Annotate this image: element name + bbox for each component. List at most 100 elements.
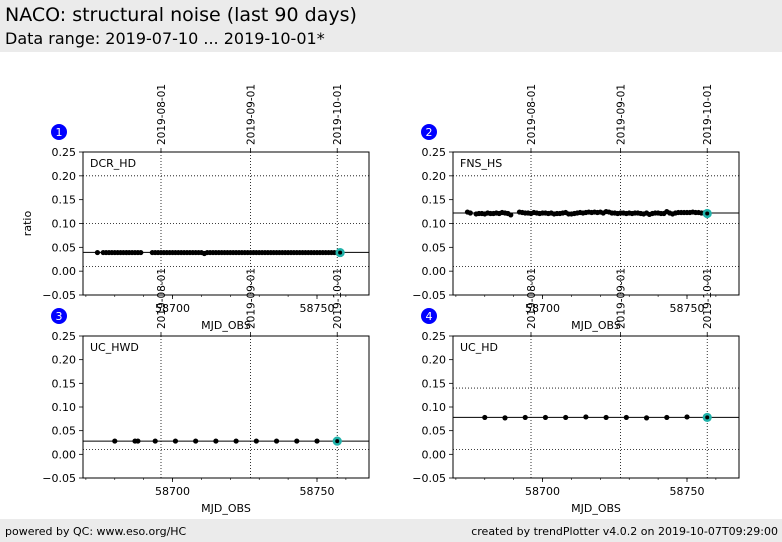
data-point xyxy=(684,414,690,420)
y-tick-label: 0.20 xyxy=(422,170,447,183)
panel-badge-number: 1 xyxy=(56,126,63,139)
data-point xyxy=(583,414,589,420)
data-point xyxy=(563,414,569,421)
data-point xyxy=(664,414,670,421)
y-tick-label: 0.10 xyxy=(52,401,77,414)
x-tick-label: 58700 xyxy=(525,485,560,498)
data-point xyxy=(193,438,199,444)
data-point xyxy=(603,414,609,421)
data-point xyxy=(253,438,259,444)
panel-badge xyxy=(421,308,437,324)
last-data-point-center xyxy=(335,439,340,444)
y-tick-label: 0.15 xyxy=(422,194,447,207)
data-point xyxy=(213,438,219,444)
y-tick-label: −0.05 xyxy=(42,289,76,302)
date-tick-label: 2019-09-01 xyxy=(616,84,628,145)
x-tick-label: 58700 xyxy=(155,302,190,315)
y-tick-label: 0.20 xyxy=(52,170,77,183)
panel-badge-number: 2 xyxy=(426,126,433,139)
x-tick-label: 58700 xyxy=(525,302,560,315)
y-tick-label: 0.00 xyxy=(52,448,77,461)
data-point xyxy=(542,414,549,421)
data-point xyxy=(294,438,300,444)
data-point xyxy=(138,249,144,256)
date-tick-label: 2019-08-01 xyxy=(526,84,538,145)
y-tick-label: 0.25 xyxy=(52,330,77,343)
last-data-point-center xyxy=(705,415,710,420)
last-data-point-center xyxy=(338,250,343,255)
axes-frame xyxy=(82,335,370,479)
parameter-label: UC_HD xyxy=(460,341,498,354)
y-tick-label: 0.15 xyxy=(52,377,77,390)
data-point xyxy=(135,438,141,444)
date-tick-label: 2019-08-01 xyxy=(156,84,168,145)
x-tick-label: 58750 xyxy=(670,302,705,315)
y-tick-label: 0.05 xyxy=(422,425,447,438)
y-tick-label: 0.10 xyxy=(422,218,447,231)
chart-panel-2: 2019-08-01 2019-09-01 2019-10-01 −0.05 0.00 0… xyxy=(412,84,740,332)
x-tick-label: 58750 xyxy=(300,302,335,315)
y-tick-label: 0.25 xyxy=(422,146,447,159)
x-tick-label: 58750 xyxy=(670,485,705,498)
date-tick-label: 2019-10-01 xyxy=(332,268,344,329)
axes-frame xyxy=(452,335,740,479)
footer-credit: powered by QC: www.eso.org/HC xyxy=(5,525,187,538)
date-tick-label: 2019-08-01 xyxy=(526,268,538,329)
y-tick-label: 0.15 xyxy=(422,377,447,390)
y-tick-label: 0.05 xyxy=(52,425,77,438)
chart-panel-1: 2019-08-01 2019-09-01 2019-10-01 −0.05 0.00 0… xyxy=(21,84,370,332)
y-tick-label: 0.00 xyxy=(52,265,77,278)
plots-canvas: 2019-08-01 2019-09-01 2019-10-01 −0.05 0.00 0… xyxy=(21,84,740,515)
parameter-label: FNS_HS xyxy=(460,157,502,170)
data-point xyxy=(233,438,239,444)
x-tick-label: 58700 xyxy=(155,485,190,498)
x-axis-label: MJD_OBS xyxy=(201,319,251,332)
y-tick-label: 0.00 xyxy=(422,448,447,461)
data-point xyxy=(482,414,488,421)
y-tick-label: −0.05 xyxy=(412,472,446,485)
y-tick-label: 0.10 xyxy=(52,218,77,231)
page-subtitle: Data range: 2019-07-10 ... 2019-10-01* xyxy=(5,29,325,48)
footer-bar: powered by QC: www.eso.org/HC created by… xyxy=(0,519,782,542)
date-tick-label: 2019-10-01 xyxy=(332,84,344,145)
panel-badge-number: 3 xyxy=(56,310,63,323)
date-tick-label: 2019-08-01 xyxy=(156,268,168,329)
header-bar: NACO: structural noise (last 90 days) Da… xyxy=(0,0,782,52)
parameter-label: UC_HWD xyxy=(90,341,139,354)
data-point xyxy=(152,438,158,444)
date-tick-label: 2019-09-01 xyxy=(616,268,628,329)
y-tick-label: 0.25 xyxy=(52,146,77,159)
y-tick-label: 0.00 xyxy=(422,265,447,278)
data-point xyxy=(502,415,508,421)
panel-badge xyxy=(421,124,437,140)
panel-badge xyxy=(51,124,67,140)
data-point xyxy=(522,414,528,421)
panel-badge xyxy=(51,308,67,324)
y-tick-label: −0.05 xyxy=(412,289,446,302)
panel-badge-number: 4 xyxy=(426,310,433,323)
data-point xyxy=(94,249,101,256)
y-tick-label: −0.05 xyxy=(42,472,76,485)
chart-panel-4: 2019-08-01 2019-09-01 2019-10-01 −0.05 0.00 0… xyxy=(412,268,740,515)
y-tick-label: 0.20 xyxy=(422,354,447,367)
date-tick-label: 2019-10-01 xyxy=(702,84,714,145)
y-tick-label: 0.05 xyxy=(52,241,77,254)
y-axis-label: ratio xyxy=(21,211,34,237)
date-tick-label: 2019-10-01 xyxy=(702,268,714,329)
data-point xyxy=(623,414,629,421)
last-data-point-center xyxy=(705,211,710,216)
data-point xyxy=(467,210,473,216)
data-point xyxy=(314,438,320,444)
data-point xyxy=(172,438,179,444)
data-point xyxy=(273,438,280,444)
y-tick-label: 0.25 xyxy=(422,330,447,343)
y-tick-label: 0.20 xyxy=(52,354,77,367)
parameter-label: DCR_HD xyxy=(90,157,136,170)
x-axis-label: MJD_OBS xyxy=(571,319,621,332)
y-tick-label: 0.10 xyxy=(422,401,447,414)
chart-panel-3: 2019-08-01 2019-09-01 2019-10-01 −0.05 0.00 0… xyxy=(42,268,370,515)
x-axis-label: MJD_OBS xyxy=(571,502,621,515)
data-point xyxy=(112,438,118,444)
date-tick-label: 2019-09-01 xyxy=(246,268,258,329)
y-tick-label: 0.15 xyxy=(52,194,77,207)
